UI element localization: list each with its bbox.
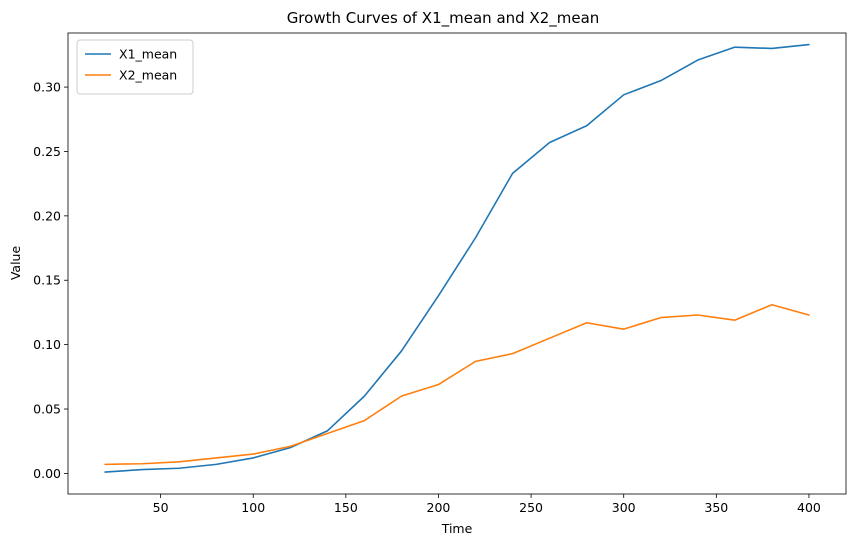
x-tick-label: 50	[153, 500, 169, 515]
x-tick-label: 150	[334, 500, 358, 515]
x-tick-label: 400	[797, 500, 821, 515]
y-tick-label: 0.30	[33, 80, 61, 95]
ticks-layer: 50 100 150 200 250 300 350 400 0.00 0.05 0.10 0.15 0…	[33, 80, 821, 515]
y-tick-label: 0.00	[33, 466, 61, 481]
legend-label: X2_mean	[119, 68, 177, 83]
y-tick-label: 0.15	[33, 273, 61, 288]
legend: X1_mean X2_mean	[76, 39, 194, 95]
legend-label: X1_mean	[119, 47, 177, 62]
x-tick-label: 300	[612, 500, 636, 515]
y-tick-label: 0.20	[33, 208, 61, 223]
series-line-x1-mean	[104, 43, 810, 473]
x-tick-label: 350	[704, 500, 728, 515]
series-line-x2-mean	[104, 303, 810, 466]
y-axis-label: Value	[8, 246, 23, 281]
x-tick-label: 100	[241, 500, 265, 515]
y-tick-label: 0.10	[33, 337, 61, 352]
plot-area	[68, 33, 846, 494]
series-layer	[104, 43, 810, 473]
y-tick-label: 0.25	[33, 144, 61, 159]
x-axis-label: Time	[441, 521, 473, 536]
y-tick-label: 0.05	[33, 402, 61, 417]
x-tick-label: 200	[427, 500, 451, 515]
chart-title: Growth Curves of X1_mean and X2_mean	[287, 9, 600, 28]
plot-frame	[67, 32, 847, 495]
x-tick-label: 250	[519, 500, 543, 515]
